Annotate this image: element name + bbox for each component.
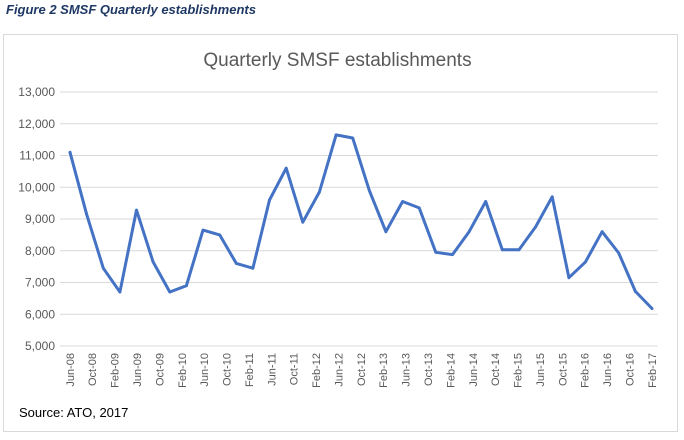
chart-area — [3, 34, 678, 432]
x-tick-label: Jun-16 — [602, 353, 614, 387]
x-tick-label: Jun-10 — [199, 353, 211, 387]
x-tick-label: Jun-14 — [468, 353, 480, 387]
y-tick-label: 8,000 — [25, 244, 55, 258]
data-point — [434, 250, 438, 254]
y-tick-label: 5,000 — [25, 339, 55, 353]
data-point — [151, 260, 155, 264]
data-point — [633, 289, 637, 293]
data-point — [650, 307, 654, 310]
x-tick-label: Jun-13 — [401, 353, 413, 387]
x-tick-label: Oct-11 — [289, 353, 301, 385]
figure-caption: Figure 2 SMSF Quarterly establishments — [6, 2, 256, 17]
y-tick-label: 7,000 — [25, 276, 55, 290]
x-tick-label: Jun-12 — [333, 353, 345, 387]
x-tick-label: Feb-17 — [647, 353, 659, 388]
data-point — [251, 266, 255, 270]
data-point — [284, 166, 288, 170]
data-point — [617, 251, 621, 255]
x-tick-label: Oct-13 — [423, 353, 435, 386]
x-tick-label: Oct-14 — [490, 353, 502, 386]
data-point — [101, 266, 105, 270]
data-point — [268, 198, 271, 202]
y-tick-label: 12,000 — [18, 117, 55, 131]
x-tick-label: Feb-14 — [445, 353, 457, 388]
x-tick-label: Feb-13 — [378, 353, 390, 388]
x-tick-label: Feb-11 — [244, 353, 256, 387]
data-point — [334, 133, 338, 137]
data-point — [118, 290, 122, 294]
data-point — [168, 290, 172, 294]
data-point — [600, 230, 604, 234]
series-line — [68, 133, 654, 310]
x-tick-label: Feb-16 — [580, 353, 592, 388]
x-tick-label: Oct-08 — [87, 353, 99, 386]
x-tick-label: Feb-10 — [177, 353, 189, 388]
data-point — [534, 225, 537, 229]
data-point — [500, 248, 504, 252]
data-point — [301, 220, 305, 224]
data-point — [584, 260, 587, 264]
data-point — [384, 230, 388, 234]
source-note: Source: ATO, 2017 — [19, 405, 129, 420]
data-point — [318, 190, 321, 194]
data-point — [367, 189, 371, 192]
y-tick-label: 13,000 — [18, 85, 55, 99]
data-point — [218, 233, 222, 237]
y-tick-label: 6,000 — [25, 307, 55, 321]
chart-title: Quarterly SMSF establishments — [203, 50, 472, 71]
data-point — [484, 200, 488, 203]
x-tick-label: Jun-08 — [65, 353, 77, 387]
data-point — [517, 248, 521, 252]
data-point — [550, 195, 554, 199]
x-tick-label: Jun-09 — [132, 353, 144, 387]
x-tick-label: Feb-15 — [513, 353, 525, 388]
x-tick-label: Feb-12 — [311, 353, 323, 388]
x-tick-label: Jun-11 — [266, 353, 278, 386]
x-tick-label: Oct-09 — [154, 353, 166, 386]
x-tick-label: Feb-09 — [110, 353, 122, 388]
x-tick-label: Oct-16 — [624, 353, 636, 386]
data-point — [185, 284, 188, 288]
y-tick-label: 11,000 — [19, 149, 55, 163]
data-point — [401, 200, 404, 203]
data-point — [567, 276, 571, 280]
data-point — [135, 208, 138, 212]
data-point — [85, 212, 89, 216]
y-tick-label: 10,000 — [18, 180, 55, 194]
x-tick-label: Oct-12 — [356, 353, 368, 386]
y-tick-label: 9,000 — [25, 212, 55, 226]
x-tick-label: Oct-15 — [557, 353, 569, 386]
data-point — [68, 150, 72, 154]
data-point — [417, 206, 421, 210]
data-point — [351, 136, 355, 140]
x-tick-label: Oct-10 — [222, 353, 234, 386]
x-tick-label: Jun-15 — [535, 353, 547, 387]
data-point — [467, 230, 471, 234]
data-point — [451, 253, 454, 256]
data-point — [201, 228, 205, 232]
data-point — [234, 262, 238, 265]
